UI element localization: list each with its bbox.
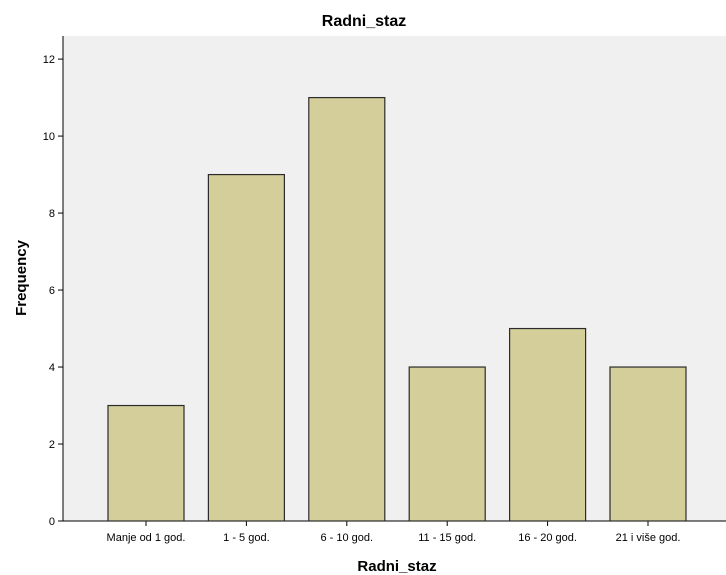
y-tick-label: 2	[49, 439, 55, 451]
x-tick-label: 11 - 15 god.	[418, 532, 476, 544]
y-tick-label: 4	[49, 362, 55, 374]
x-axis-label: Radni_staz	[357, 558, 436, 575]
bar-2	[207, 173, 285, 522]
bar-6	[609, 366, 687, 522]
y-tick-label: 12	[43, 54, 55, 66]
y-axis: 0 2 4 6 8 10 12	[43, 36, 64, 528]
x-tick-label: 6 - 10 god.	[321, 532, 374, 544]
bar-5	[509, 327, 587, 522]
y-tick-label: 8	[49, 208, 55, 220]
bar-3	[308, 96, 386, 522]
bar-1	[107, 404, 185, 522]
x-tick-label: 21 i više god.	[616, 532, 681, 544]
y-axis-label: Frequency	[13, 239, 30, 316]
x-tick-label: Manje od 1 god.	[107, 532, 186, 544]
y-tick-label: 6	[49, 285, 55, 297]
x-axis: Manje od 1 god. 1 - 5 god. 6 - 10 god. 11 -…	[63, 520, 726, 544]
bar-4	[408, 366, 486, 522]
chart-title: Radni_staz	[322, 13, 406, 30]
bars-group	[107, 96, 687, 522]
x-tick-label: 1 - 5 god.	[223, 532, 269, 544]
y-tick-label: 10	[43, 131, 55, 143]
x-tick-label: 16 - 20 god.	[518, 532, 577, 544]
y-tick-label: 0	[49, 516, 55, 528]
